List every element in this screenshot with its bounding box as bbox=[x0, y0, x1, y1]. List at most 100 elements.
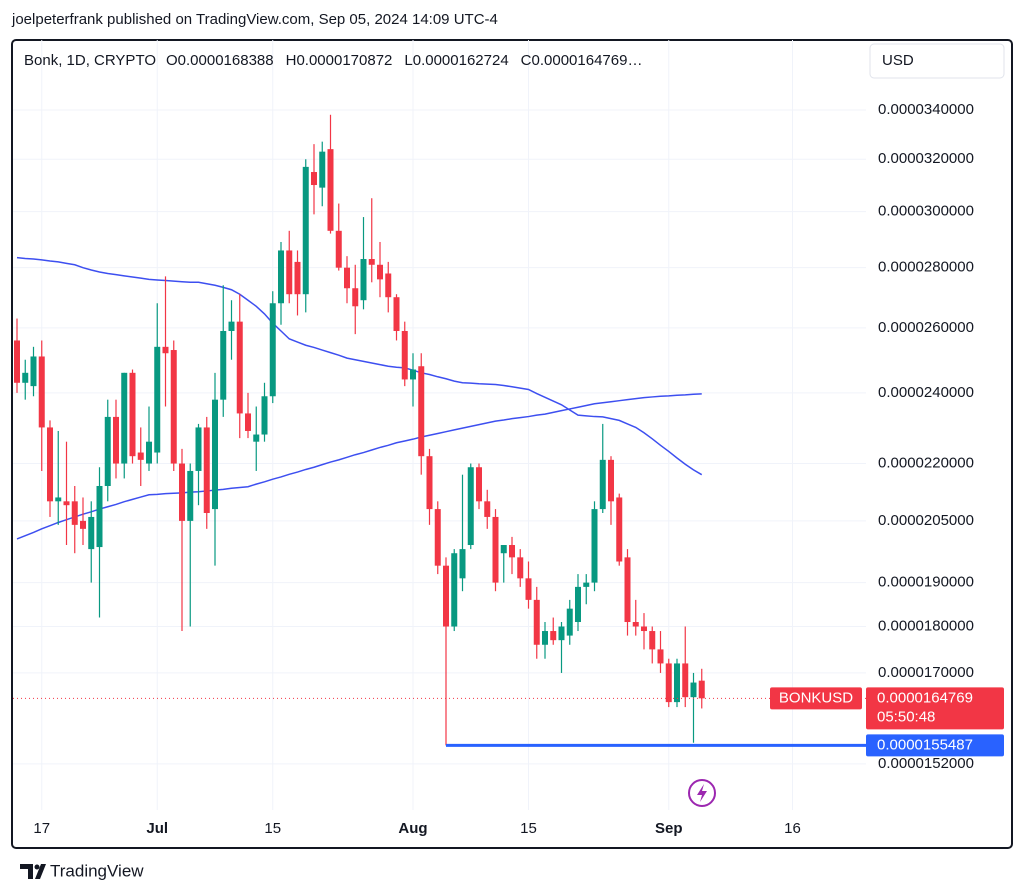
candle-body bbox=[385, 273, 392, 298]
candle-body bbox=[55, 497, 62, 502]
candle-body bbox=[96, 485, 103, 548]
candle-body bbox=[71, 501, 78, 525]
logo-mark bbox=[35, 864, 46, 879]
logo-mark bbox=[20, 864, 33, 879]
candle-body bbox=[616, 497, 623, 562]
attribution: joelpeterfrank published on TradingView.… bbox=[11, 11, 498, 28]
candle-body bbox=[451, 553, 458, 627]
candle-body bbox=[434, 509, 441, 566]
ohlc-value: 0.0000162724 bbox=[413, 52, 509, 69]
y-tick-label: 0.0000205000 bbox=[878, 512, 974, 529]
truncation: … bbox=[627, 52, 642, 69]
candle-body bbox=[542, 631, 548, 645]
replay-icon[interactable] bbox=[688, 779, 716, 807]
moving-average-line bbox=[16, 256, 703, 476]
candle-body bbox=[278, 250, 284, 304]
candle-body bbox=[14, 340, 20, 383]
candle-body bbox=[467, 467, 474, 546]
candle-body bbox=[170, 350, 177, 464]
candle-body bbox=[533, 599, 540, 645]
y-tick-label: 0.0000280000 bbox=[878, 259, 974, 276]
candle-body bbox=[253, 434, 260, 442]
candle-body bbox=[476, 467, 482, 502]
logo-text: TradingView bbox=[50, 861, 144, 880]
candle-body bbox=[500, 545, 507, 554]
candle-body bbox=[335, 230, 342, 268]
candles bbox=[14, 114, 705, 746]
candle-body bbox=[294, 261, 301, 295]
candle-body bbox=[360, 259, 367, 301]
symbol-label: BONKUSD bbox=[779, 689, 853, 706]
candle-body bbox=[377, 264, 383, 280]
candle-body bbox=[632, 622, 639, 627]
candle-body bbox=[443, 565, 449, 627]
grid bbox=[13, 40, 866, 810]
candle-body bbox=[599, 459, 606, 510]
candle-body bbox=[162, 346, 169, 354]
candle-body bbox=[22, 372, 29, 383]
ohlc-prefix: O bbox=[166, 52, 178, 69]
candle-body bbox=[88, 516, 95, 550]
candle-body bbox=[484, 501, 491, 517]
x-tick-label: 16 bbox=[784, 820, 801, 837]
candle-body bbox=[121, 372, 128, 464]
moving-average-line bbox=[16, 393, 702, 540]
candle-body bbox=[426, 456, 433, 510]
candle-body bbox=[550, 631, 557, 641]
currency-button[interactable] bbox=[869, 43, 1005, 79]
candle-body bbox=[203, 427, 210, 514]
candle-body bbox=[566, 608, 573, 636]
y-tick-label: 0.0000260000 bbox=[878, 319, 974, 336]
candle-body bbox=[368, 259, 375, 265]
candle-body bbox=[492, 516, 499, 583]
ohlc-value: 0.0000170872 bbox=[296, 52, 392, 69]
y-tick-label: 0.0000340000 bbox=[878, 101, 974, 118]
logo-dot bbox=[34, 864, 40, 870]
candle-body bbox=[418, 366, 425, 457]
candle-body bbox=[641, 626, 647, 632]
candle-body bbox=[459, 549, 466, 579]
y-tick-label: 0.0000240000 bbox=[878, 384, 974, 401]
ohlc-prefix: H bbox=[286, 52, 297, 69]
candle-body bbox=[311, 172, 317, 186]
candle-body bbox=[104, 416, 111, 486]
x-tick-label: 15 bbox=[264, 820, 281, 837]
candle-body bbox=[698, 680, 705, 699]
y-tick-label: 0.0000320000 bbox=[878, 150, 974, 167]
chart-frame bbox=[11, 39, 1013, 849]
candle-body bbox=[608, 459, 614, 502]
symbol-tag bbox=[770, 687, 862, 710]
chart-title: Bonk, 1D, CRYPTO bbox=[24, 52, 156, 69]
y-tick-label: 0.0000180000 bbox=[878, 617, 974, 634]
candle-body bbox=[690, 682, 697, 698]
y-tick-label: 0.0000190000 bbox=[878, 574, 974, 591]
y-tick-label: 0.0000170000 bbox=[878, 664, 974, 681]
candle-body bbox=[129, 372, 136, 457]
candle-body bbox=[649, 631, 656, 650]
candle-body bbox=[591, 509, 598, 583]
horizontal-line-label: 0.0000155487 bbox=[877, 736, 973, 753]
candle-body bbox=[228, 321, 235, 331]
candle-body bbox=[525, 578, 532, 600]
candle-body bbox=[179, 463, 185, 521]
candle-body bbox=[261, 396, 268, 435]
countdown-label: 05:50:48 bbox=[877, 708, 935, 725]
candle-body bbox=[517, 557, 524, 579]
ohlc-prefix: C bbox=[521, 52, 532, 69]
price-label: 0.0000164769 bbox=[877, 689, 973, 706]
candle-body bbox=[319, 151, 326, 188]
currency[interactable]: USD bbox=[882, 52, 914, 69]
x-tick-label: 17 bbox=[33, 820, 50, 837]
candle-body bbox=[558, 626, 565, 641]
ohlc-value: 0.0000168388 bbox=[178, 52, 274, 69]
candle-body bbox=[352, 288, 359, 307]
candle-body bbox=[113, 416, 119, 464]
y-tick-label: 0.0000300000 bbox=[878, 203, 974, 220]
candle-body bbox=[63, 501, 70, 506]
chart-header: Bonk, 1D, CRYPTO O0.0000168388 H0.00001708… bbox=[24, 52, 642, 69]
candle-body bbox=[38, 356, 45, 428]
candle-body bbox=[401, 330, 408, 380]
candle-body bbox=[187, 470, 194, 521]
candle-body bbox=[236, 321, 243, 414]
